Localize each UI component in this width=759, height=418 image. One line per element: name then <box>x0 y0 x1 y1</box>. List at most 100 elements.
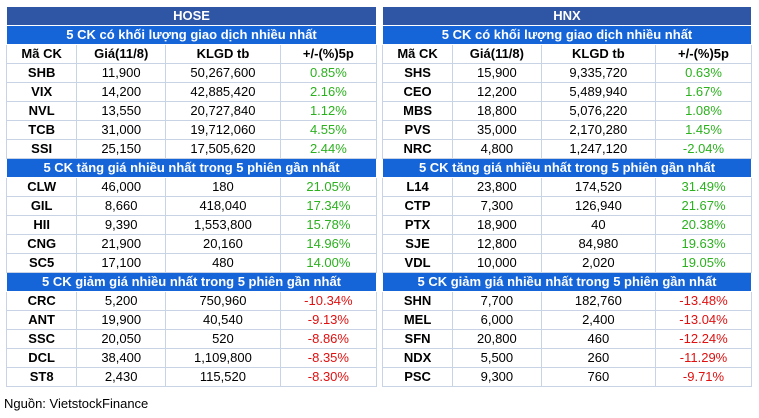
volume-cell: 1,553,800 <box>165 215 281 235</box>
ticker-code: SSC <box>5 329 78 349</box>
ticker-code: ST8 <box>5 367 78 387</box>
change-cell: -9.71% <box>655 367 752 387</box>
column-header: Mã CK <box>381 44 454 64</box>
change-cell: 19.05% <box>655 253 752 273</box>
change-cell: -8.30% <box>279 367 378 387</box>
table-row: HII 9,390 1,553,800 15.78% <box>5 215 378 235</box>
change-cell: 15.78% <box>279 215 378 235</box>
table-row: MBS 18,800 5,076,220 1.08% <box>381 101 752 121</box>
price-cell: 13,550 <box>76 101 167 121</box>
ticker-code: CEO <box>381 82 454 102</box>
price-cell: 25,150 <box>76 139 167 159</box>
ticker-code: PTX <box>381 215 454 235</box>
price-cell: 5,500 <box>452 348 542 368</box>
change-cell: 31.49% <box>655 177 752 197</box>
change-cell: 19.63% <box>655 234 752 254</box>
price-cell: 11,900 <box>76 63 167 83</box>
volume-cell: 2,170,280 <box>540 120 657 140</box>
volume-cell: 480 <box>165 253 281 273</box>
price-cell: 17,100 <box>76 253 167 273</box>
ticker-code: CTP <box>381 196 454 216</box>
ticker-code: ANT <box>5 310 78 330</box>
table-row: SHN 7,700 182,760 -13.48% <box>381 291 752 311</box>
table-row: TCB 31,000 19,712,060 4.55% <box>5 120 378 140</box>
hnx-table: HNX 5 CK có khối lượng giao dịch nhiều nh… <box>381 6 752 387</box>
change-cell: -9.13% <box>279 310 378 330</box>
price-cell: 7,300 <box>452 196 542 216</box>
column-header: +/-(%)5p <box>279 44 378 64</box>
change-cell: 2.16% <box>279 82 378 102</box>
change-cell: -13.04% <box>655 310 752 330</box>
column-header: Giá(11/8) <box>76 44 167 64</box>
column-header: Giá(11/8) <box>452 44 542 64</box>
ticker-code: CRC <box>5 291 78 311</box>
price-cell: 2,430 <box>76 367 167 387</box>
volume-cell: 126,940 <box>540 196 657 216</box>
ticker-code: NRC <box>381 139 454 159</box>
ticker-code: SHB <box>5 63 78 83</box>
change-cell: 1.08% <box>655 101 752 121</box>
table-row: CLW 46,000 180 21.05% <box>5 177 378 197</box>
section-title: 5 CK giảm giá nhiều nhất trong 5 phiên g… <box>382 272 752 292</box>
ticker-code: VIX <box>5 82 78 102</box>
change-cell: 1.67% <box>655 82 752 102</box>
change-cell: 21.05% <box>279 177 378 197</box>
table-row: PSC 9,300 760 -9.71% <box>381 367 752 387</box>
table-row: L14 23,800 174,520 31.49% <box>381 177 752 197</box>
price-cell: 12,200 <box>452 82 542 102</box>
change-cell: 4.55% <box>279 120 378 140</box>
change-cell: 2.44% <box>279 139 378 159</box>
price-cell: 46,000 <box>76 177 167 197</box>
change-cell: 21.67% <box>655 196 752 216</box>
ticker-code: NDX <box>381 348 454 368</box>
ticker-code: GIL <box>5 196 78 216</box>
section-title: 5 CK tăng giá nhiều nhất trong 5 phiên g… <box>6 158 377 178</box>
column-header: KLGD tb <box>165 44 281 64</box>
change-cell: 17.34% <box>279 196 378 216</box>
change-cell: -8.86% <box>279 329 378 349</box>
column-header: KLGD tb <box>540 44 657 64</box>
ticker-code: SFN <box>381 329 454 349</box>
ticker-code: SJE <box>381 234 454 254</box>
ticker-code: SHN <box>381 291 454 311</box>
volume-cell: 460 <box>540 329 657 349</box>
price-cell: 5,200 <box>76 291 167 311</box>
volume-cell: 17,505,620 <box>165 139 281 159</box>
change-cell: 14.96% <box>279 234 378 254</box>
change-cell: 20.38% <box>655 215 752 235</box>
column-header: +/-(%)5p <box>655 44 752 64</box>
volume-cell: 5,489,940 <box>540 82 657 102</box>
price-cell: 14,200 <box>76 82 167 102</box>
ticker-code: SSI <box>5 139 78 159</box>
ticker-code: L14 <box>381 177 454 197</box>
table-row: GIL 8,660 418,040 17.34% <box>5 196 378 216</box>
hnx-panel: HNX 5 CK có khối lượng giao dịch nhiều nh… <box>381 6 752 387</box>
table-row: NRC 4,800 1,247,120 -2.04% <box>381 139 752 159</box>
change-cell: -13.48% <box>655 291 752 311</box>
volume-cell: 84,980 <box>540 234 657 254</box>
table-row: SJE 12,800 84,980 19.63% <box>381 234 752 254</box>
price-cell: 15,900 <box>452 63 542 83</box>
volume-cell: 418,040 <box>165 196 281 216</box>
price-cell: 9,300 <box>452 367 542 387</box>
ticker-code: TCB <box>5 120 78 140</box>
volume-cell: 9,335,720 <box>540 63 657 83</box>
price-cell: 8,660 <box>76 196 167 216</box>
price-cell: 6,000 <box>452 310 542 330</box>
table-row: NVL 13,550 20,727,840 1.12% <box>5 101 378 121</box>
change-cell: 1.12% <box>279 101 378 121</box>
volume-cell: 40 <box>540 215 657 235</box>
change-cell: 1.45% <box>655 120 752 140</box>
table-row: VIX 14,200 42,885,420 2.16% <box>5 82 378 102</box>
change-cell: 0.63% <box>655 63 752 83</box>
change-cell: -2.04% <box>655 139 752 159</box>
volume-cell: 182,760 <box>540 291 657 311</box>
column-header: Mã CK <box>5 44 78 64</box>
section-title: 5 CK giảm giá nhiều nhất trong 5 phiên g… <box>6 272 377 292</box>
ticker-code: CNG <box>5 234 78 254</box>
price-cell: 31,000 <box>76 120 167 140</box>
volume-cell: 1,247,120 <box>540 139 657 159</box>
change-cell: 0.85% <box>279 63 378 83</box>
volume-cell: 115,520 <box>165 367 281 387</box>
hose-panel: HOSE 5 CK có khối lượng giao dịch nhiều n… <box>5 6 378 387</box>
